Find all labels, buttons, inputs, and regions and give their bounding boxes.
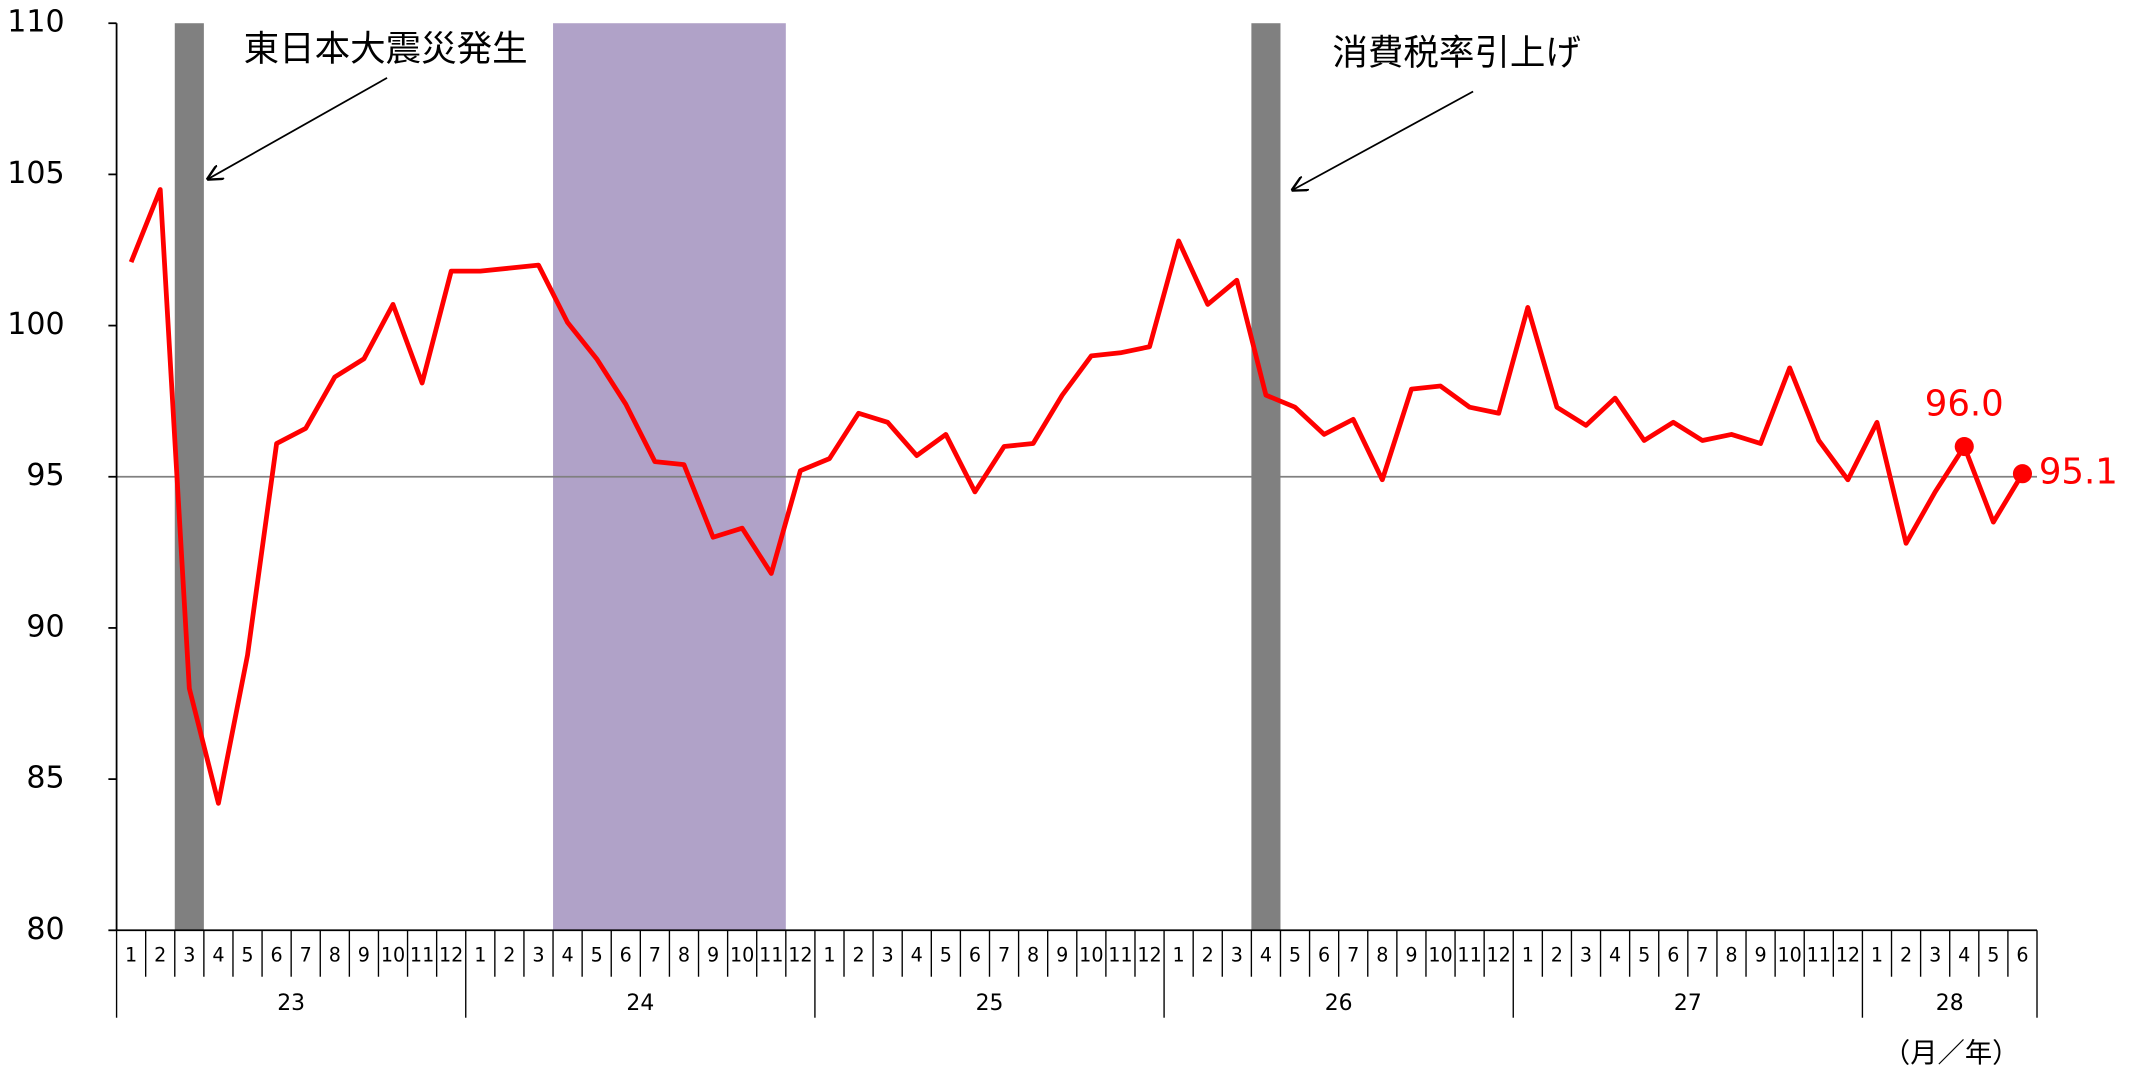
x-tick-label: 1 bbox=[1173, 944, 1185, 967]
x-tick-label: 2 bbox=[1202, 944, 1214, 967]
x-tick-label: 4 bbox=[911, 944, 923, 967]
x-tick-label: 3 bbox=[1231, 944, 1243, 967]
x-tick-label: 11 bbox=[410, 944, 434, 967]
x-tick-label: 6 bbox=[969, 944, 981, 967]
x-tick-label: 7 bbox=[1347, 944, 1359, 967]
x-tick-label: 1 bbox=[1522, 944, 1534, 967]
x-tick-label: 7 bbox=[300, 944, 312, 967]
year-label: 26 bbox=[1325, 991, 1353, 1016]
x-tick-label: 8 bbox=[329, 944, 341, 967]
x-tick-label: 11 bbox=[759, 944, 783, 967]
data-label: 95.1 bbox=[2039, 452, 2118, 493]
arrow bbox=[208, 77, 388, 179]
x-tick-label: 12 bbox=[1137, 944, 1161, 967]
x-tick-label: 7 bbox=[1696, 944, 1708, 967]
x-tick-label: 6 bbox=[271, 944, 283, 967]
x-tick-label: 5 bbox=[591, 944, 603, 967]
y-tick-label: 85 bbox=[26, 761, 64, 796]
x-tick-label: 9 bbox=[358, 944, 370, 967]
x-tick-label: 5 bbox=[1638, 944, 1650, 967]
x-tick-label: 4 bbox=[212, 944, 224, 967]
x-tick-label: 11 bbox=[1457, 944, 1481, 967]
x-tick-label: 3 bbox=[882, 944, 894, 967]
x-tick-label: 4 bbox=[1958, 944, 1970, 967]
x-tick-label: 6 bbox=[2016, 944, 2028, 967]
y-tick-label: 100 bbox=[7, 307, 64, 342]
x-tick-label: 12 bbox=[1487, 944, 1511, 967]
x-tick-label: 2 bbox=[154, 944, 166, 967]
x-tick-label: 9 bbox=[1405, 944, 1417, 967]
point-marker bbox=[1954, 436, 1974, 457]
x-tick-label: 8 bbox=[1027, 944, 1039, 967]
x-tick-label: 6 bbox=[1667, 944, 1679, 967]
x-tick-label: 10 bbox=[730, 944, 754, 967]
x-tick-label: 5 bbox=[1987, 944, 1999, 967]
x-axis-label: （月／年） bbox=[1883, 1038, 2020, 1069]
x-tick-label: 4 bbox=[1260, 944, 1272, 967]
x-tick-label: 6 bbox=[620, 944, 632, 967]
y-tick-label: 95 bbox=[26, 458, 64, 493]
year-label: 24 bbox=[626, 991, 654, 1016]
year-label: 27 bbox=[1674, 991, 1702, 1016]
y-tick-label: 90 bbox=[26, 609, 64, 644]
x-tick-label: 8 bbox=[1376, 944, 1388, 967]
x-tick-label: 2 bbox=[1551, 944, 1563, 967]
x-tick-label: 10 bbox=[1428, 944, 1452, 967]
year-label: 23 bbox=[277, 991, 305, 1016]
line-series bbox=[128, 187, 2025, 806]
x-tick-label: 2 bbox=[503, 944, 515, 967]
x-tick-label: 1 bbox=[1871, 944, 1883, 967]
x-tick-label: 6 bbox=[1318, 944, 1330, 967]
x-tick-label: 3 bbox=[183, 944, 195, 967]
x-tick-label: 1 bbox=[474, 944, 486, 967]
x-tick-label: 11 bbox=[1807, 944, 1831, 967]
x-tick-label: 1 bbox=[125, 944, 137, 967]
x-tick-label: 7 bbox=[649, 944, 661, 967]
x-tick-label: 8 bbox=[678, 944, 690, 967]
annotation: 東日本大震災発生 bbox=[244, 29, 528, 70]
x-tick-label: 8 bbox=[1725, 944, 1737, 967]
x-tick-label: 10 bbox=[1079, 944, 1103, 967]
x-tick-label: 10 bbox=[381, 944, 405, 967]
x-tick-label: 2 bbox=[1900, 944, 1912, 967]
x-tick-label: 12 bbox=[788, 944, 812, 967]
y-tick-label: 80 bbox=[26, 912, 64, 947]
x-tick-label: 9 bbox=[707, 944, 719, 967]
arrow bbox=[1293, 90, 1474, 190]
x-tick-label: 5 bbox=[940, 944, 952, 967]
year-label: 25 bbox=[976, 991, 1004, 1016]
y-tick-label: 105 bbox=[7, 156, 64, 191]
x-tick-label: 5 bbox=[241, 944, 253, 967]
x-tick-label: 3 bbox=[1929, 944, 1941, 967]
x-tick-label: 11 bbox=[1108, 944, 1132, 967]
x-tick-label: 9 bbox=[1056, 944, 1068, 967]
year-label: 28 bbox=[1936, 991, 1964, 1016]
x-tick-label: 3 bbox=[1580, 944, 1592, 967]
x-tick-label: 4 bbox=[562, 944, 574, 967]
y-tick-label: 110 bbox=[7, 5, 64, 40]
x-tick-label: 12 bbox=[439, 944, 463, 967]
annotation: 消費税率引上げ bbox=[1332, 33, 1581, 74]
x-tick-label: 4 bbox=[1609, 944, 1621, 967]
x-tick-label: 3 bbox=[532, 944, 544, 967]
x-tick-label: 10 bbox=[1778, 944, 1802, 967]
point-marker bbox=[2012, 464, 2033, 484]
x-tick-label: 5 bbox=[1289, 944, 1301, 967]
x-tick-label: 1 bbox=[823, 944, 835, 967]
x-tick-label: 12 bbox=[1836, 944, 1860, 967]
data-label: 96.0 bbox=[1925, 384, 2004, 425]
x-tick-label: 9 bbox=[1754, 944, 1766, 967]
x-tick-label: 2 bbox=[852, 944, 864, 967]
x-tick-label: 7 bbox=[998, 944, 1010, 967]
